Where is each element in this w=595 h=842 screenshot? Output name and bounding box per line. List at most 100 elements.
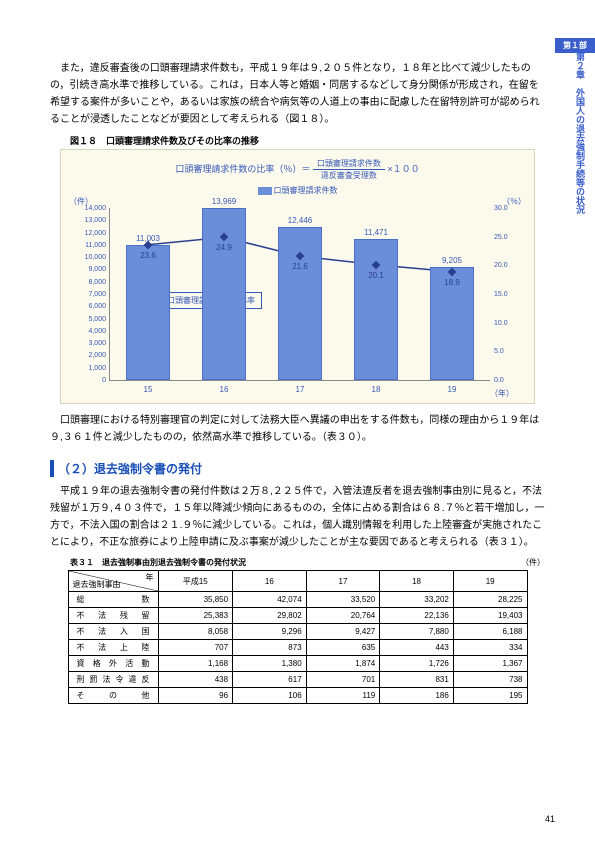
line-label: 24.9 xyxy=(209,243,239,252)
row-label: 不 法 残 留 xyxy=(68,608,158,624)
corner-category: 退去強制事由 xyxy=(73,579,121,590)
page-number: 41 xyxy=(545,814,555,824)
cell: 1,168 xyxy=(158,656,233,672)
y-tick: 14,000 xyxy=(76,205,106,212)
formula-numerator: 口頭審理請求件数 xyxy=(313,158,385,170)
legend: 口頭審理請求件数 xyxy=(69,185,526,196)
formula-tail: ×１００ xyxy=(387,164,419,174)
bar xyxy=(278,227,322,380)
x-tick: 19 xyxy=(432,385,472,394)
cell: 22,136 xyxy=(380,608,454,624)
row-label: そ の 他 xyxy=(68,688,158,704)
cell: 1,874 xyxy=(306,656,380,672)
table-row: 刑 罰 法 令 違 反438617701831738 xyxy=(68,672,527,688)
y2-tick: 15.0 xyxy=(494,291,520,298)
cell: 42,074 xyxy=(233,592,307,608)
paragraph-3: 平成１９年の退去強制令書の発付件数は２万８,２２５件で，入管法違反者を退去強制事… xyxy=(50,483,545,551)
plot-area: 口頭審理請求件数の比率 01,0002,0003,0004,0005,0006,… xyxy=(109,208,490,381)
page-content: また，違反審査後の口頭審理請求件数も，平成１９年は９,２０５件となり，１８年と比… xyxy=(0,0,595,734)
y-tick: 11,000 xyxy=(76,242,106,249)
cell: 195 xyxy=(453,688,527,704)
y-tick: 9,000 xyxy=(76,266,106,273)
row-label: 刑 罰 法 令 違 反 xyxy=(68,672,158,688)
figure-caption: 図１８ 口頭審理請求件数及びその比率の推移 xyxy=(70,134,545,147)
cell: 1,726 xyxy=(380,656,454,672)
legend-swatch xyxy=(258,187,272,195)
col-h18: 18 xyxy=(380,571,454,592)
cell: 33,520 xyxy=(306,592,380,608)
corner-year: 年 xyxy=(146,572,154,583)
chapter-side-tab: 第２章 外国人の退去強制手続等の状況 xyxy=(571,52,585,214)
cell: 9,427 xyxy=(306,624,380,640)
y2-tick: 25.0 xyxy=(494,234,520,241)
cell: 19,403 xyxy=(453,608,527,624)
y-tick: 5,000 xyxy=(76,316,106,323)
cell: 738 xyxy=(453,672,527,688)
formula: 口頭審理請求件数の比率（％）＝ 口頭審理請求件数 違反審査受理数 ×１００ xyxy=(69,158,526,181)
cell: 1,367 xyxy=(453,656,527,672)
table-caption-text: 表３１ 退去強制事由別退去強制令書の発付状況 xyxy=(70,558,246,567)
cell: 20,764 xyxy=(306,608,380,624)
cell: 8,058 xyxy=(158,624,233,640)
cell: 96 xyxy=(158,688,233,704)
figure-18-chart: 口頭審理請求件数の比率（％）＝ 口頭審理請求件数 違反審査受理数 ×１００ 口頭… xyxy=(60,149,535,404)
cell: 334 xyxy=(453,640,527,656)
y-tick: 0 xyxy=(76,377,106,384)
cell: 873 xyxy=(233,640,307,656)
cell: 7,880 xyxy=(380,624,454,640)
table-corner: 年 退去強制事由 xyxy=(69,571,158,591)
legend-label: 口頭審理請求件数 xyxy=(274,186,338,195)
y-tick: 8,000 xyxy=(76,279,106,286)
row-label: 資 格 外 活 動 xyxy=(68,656,158,672)
y-tick: 6,000 xyxy=(76,303,106,310)
x-tick: 17 xyxy=(280,385,320,394)
table-row: 資 格 外 活 動1,1681,3801,8741,7261,367 xyxy=(68,656,527,672)
line-label: 20.1 xyxy=(361,271,391,280)
formula-denominator: 違反審査受理数 xyxy=(313,170,385,181)
cell: 186 xyxy=(380,688,454,704)
col-h17: 17 xyxy=(306,571,380,592)
paragraph-2: 口頭審理における特別審理官の判定に対して法務大臣へ異議の申出をする件数も，同様の… xyxy=(50,412,545,446)
y2-tick: 20.0 xyxy=(494,262,520,269)
row-label: 不 法 上 陸 xyxy=(68,640,158,656)
bar-label: 12,446 xyxy=(270,216,330,225)
y-tick: 13,000 xyxy=(76,217,106,224)
cell: 707 xyxy=(158,640,233,656)
y2-tick: 0.0 xyxy=(494,377,520,384)
table-row: 不 法 入 国8,0589,2969,4277,8806,188 xyxy=(68,624,527,640)
x-axis-unit: （年） xyxy=(490,388,514,399)
x-tick: 15 xyxy=(128,385,168,394)
y2-tick: 5.0 xyxy=(494,348,520,355)
cell: 29,802 xyxy=(233,608,307,624)
bar-label: 11,471 xyxy=(346,228,406,237)
section-heading: （２）退去強制令書の発付 xyxy=(50,460,545,477)
cell: 6,188 xyxy=(453,624,527,640)
table-row: 不 法 上 陸707873635443334 xyxy=(68,640,527,656)
formula-left: 口頭審理請求件数の比率（％）＝ xyxy=(175,164,310,174)
y-tick: 3,000 xyxy=(76,340,106,347)
table-row: 不 法 残 留25,38329,80220,76422,13619,403 xyxy=(68,608,527,624)
cell: 831 xyxy=(380,672,454,688)
table-row: そ の 他96106119186195 xyxy=(68,688,527,704)
table-unit: （件） xyxy=(521,557,545,568)
x-tick: 18 xyxy=(356,385,396,394)
col-h19: 19 xyxy=(453,571,527,592)
table-row: 総 数35,85042,07433,52033,20228,225 xyxy=(68,592,527,608)
bar-label: 13,969 xyxy=(194,197,254,206)
y-tick: 4,000 xyxy=(76,328,106,335)
paragraph-1: また，違反審査後の口頭審理請求件数も，平成１９年は９,２０５件となり，１８年と比… xyxy=(50,60,545,128)
col-h15: 平成15 xyxy=(158,571,233,592)
col-h16: 16 xyxy=(233,571,307,592)
cell: 28,225 xyxy=(453,592,527,608)
y-tick: 10,000 xyxy=(76,254,106,261)
bar-label: 9,205 xyxy=(422,256,482,265)
cell: 701 xyxy=(306,672,380,688)
x-tick: 16 xyxy=(204,385,244,394)
table-caption: 表３１ 退去強制事由別退去強制令書の発付状況 （件） xyxy=(70,557,545,568)
cell: 9,296 xyxy=(233,624,307,640)
table-31: 年 退去強制事由 平成15 16 17 18 19 総 数35,85042,07… xyxy=(68,570,528,704)
y2-tick: 30.0 xyxy=(494,205,520,212)
cell: 119 xyxy=(306,688,380,704)
y-tick: 2,000 xyxy=(76,352,106,359)
row-label: 不 法 入 国 xyxy=(68,624,158,640)
